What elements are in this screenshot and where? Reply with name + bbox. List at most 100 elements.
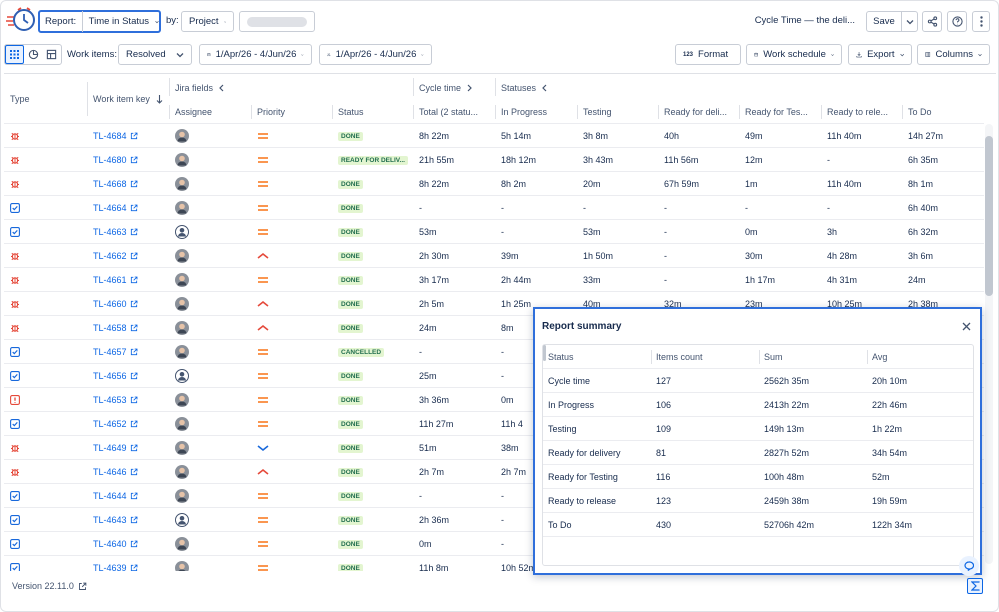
work-item-link[interactable]: TL-4684 [93,124,167,148]
save-menu[interactable] [906,18,914,26]
time-cell: - [501,364,575,388]
row-line [4,267,984,268]
summary-cell: 100h 48m [764,472,805,482]
report-value[interactable]: Time in Status [88,16,150,27]
row-line [4,555,984,556]
icon-part [258,205,268,211]
work-item-link[interactable]: TL-4680 [93,148,167,172]
icon-part [179,131,185,138]
date-range-selector[interactable]: 1/Apr/26 - 4/Jun/26 [199,44,312,65]
time-value: 1h 50m [583,251,614,261]
priority-icon [257,196,330,220]
work-item-link[interactable]: TL-4639 [93,556,167,571]
row-line [4,147,984,148]
export-button[interactable]: Export [848,44,912,65]
work-schedule-button[interactable]: Work schedule [746,44,842,65]
table-view[interactable] [42,45,61,64]
icon-part [11,132,19,141]
project-selector[interactable] [239,11,315,32]
time-value: 11h 27m [419,419,454,429]
work-item-link[interactable]: TL-4658 [93,316,167,340]
feedback-button[interactable] [959,556,979,576]
time-value: 0m [745,227,758,237]
summary-cell: 81 [656,448,667,458]
work-item-link[interactable]: TL-4652 [93,412,167,436]
work-item-link[interactable]: TL-4646 [93,460,167,484]
time-cell: 8h 1m [908,172,982,196]
save-button[interactable]: Save [867,12,902,31]
time-value: 3h 17m [419,275,450,285]
assignee-avatar [175,196,249,220]
format-button[interactable]: 123 Format [675,44,741,65]
time-value: 5h 14m [501,131,532,141]
work-item-link[interactable]: TL-4649 [93,436,167,460]
work-item-link[interactable]: TL-4644 [93,484,167,508]
cut-range: 1/Apr/26 - 4/Jun/26 [335,49,417,60]
by-selector[interactable]: Project [181,11,234,32]
icon-part [179,299,185,306]
column-header[interactable]: Work item key [93,87,167,111]
work-item-link[interactable]: TL-4660 [93,292,167,316]
icon-part [258,229,268,235]
version-link[interactable]: Version 22.11.0 [12,581,87,591]
report-selector[interactable]: Report: Time in Status [38,10,161,33]
help-button[interactable] [947,11,967,32]
time-cell: - [664,196,737,220]
icon-part [962,322,971,331]
work-item-link[interactable]: TL-4668 [93,172,167,196]
column-group[interactable]: Jira fields [175,76,295,100]
work-items-selector[interactable]: Resolved [118,44,192,65]
icon-part [11,180,19,189]
cut-range-selector[interactable]: 1/Apr/26 - 4/Jun/26 [319,44,432,65]
column-group[interactable]: Cycle time [419,76,539,100]
work-item-link[interactable]: TL-4663 [93,220,167,244]
row-line [543,464,973,465]
time-cell: - [501,508,575,532]
time-cell: 2h 7m [419,460,493,484]
status-lozenge: DONE [338,179,363,189]
summary-cell: 127 [656,376,672,386]
summary-cell: 149h 13m [764,424,805,434]
columns-button[interactable]: Columns [917,44,990,65]
time-value: - [827,155,830,165]
time-value: 20m [583,179,601,189]
work-item-link[interactable]: TL-4657 [93,340,167,364]
work-item-link[interactable]: TL-4643 [93,508,167,532]
time-cell: 11h 4 [501,412,575,436]
assignee-avatar [175,508,249,532]
time-value: - [583,203,586,213]
icon-part [258,373,268,379]
scrollbar-thumb[interactable] [985,136,993,296]
time-cell: 53m [583,220,656,244]
work-item-link[interactable]: TL-4640 [93,532,167,556]
work-item-link[interactable]: TL-4662 [93,244,167,268]
column-group[interactable]: Statuses [501,76,621,100]
close-button[interactable] [962,322,971,331]
icon-part [258,205,268,211]
icon-part [178,233,186,237]
time-cell: 10h 52m [501,556,575,571]
work-item-link[interactable]: TL-4661 [93,268,167,292]
type-icon [10,268,85,292]
share-button[interactable] [922,11,942,32]
icon-part [178,569,186,571]
work-item-link[interactable]: TL-4664 [93,196,167,220]
summary-header: Items count [656,352,703,362]
icon-part [10,563,20,571]
external-icon [78,582,87,590]
type-icon [10,556,85,571]
divider [821,105,822,119]
divider [759,350,760,364]
summary-toggle[interactable] [967,578,983,594]
time-value: - [419,203,422,213]
work-item-key: TL-4664 [93,203,127,213]
grid-view[interactable] [5,45,24,64]
time-cell: 32m [664,292,737,316]
more-button[interactable] [972,11,990,32]
work-item-link[interactable]: TL-4656 [93,364,167,388]
priority-icon [257,268,330,292]
icon-part [130,372,137,380]
time-value: 3h 8m [583,131,609,141]
chart-view[interactable] [24,45,43,64]
work-item-link[interactable]: TL-4653 [93,388,167,412]
